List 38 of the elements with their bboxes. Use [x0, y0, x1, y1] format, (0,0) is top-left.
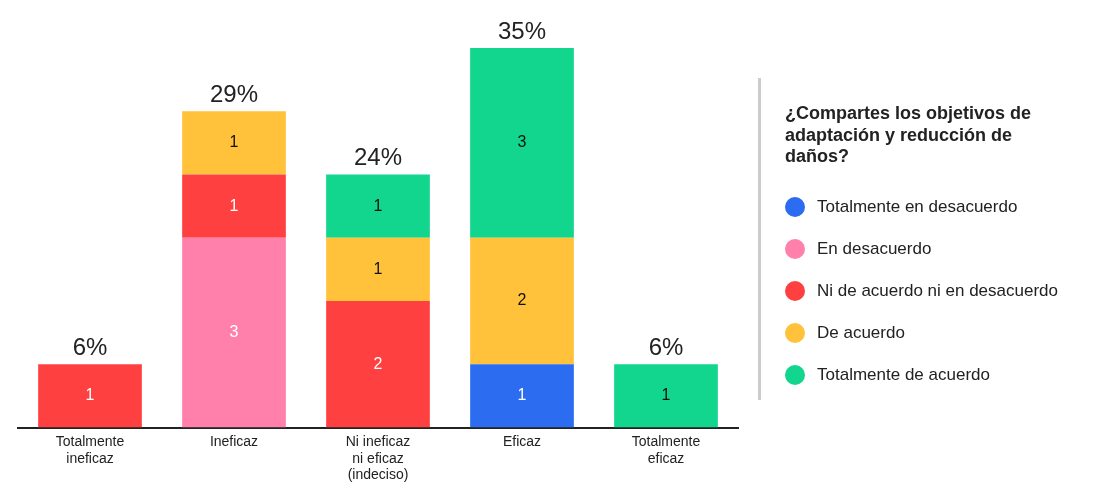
data-label: 1: [517, 386, 527, 404]
x-tick-label: Eficaz: [502, 432, 542, 449]
data-label: 1: [229, 133, 239, 151]
bar: [326, 301, 430, 428]
data-label: 1: [85, 386, 95, 404]
bar: [470, 364, 574, 428]
bar: [470, 237, 574, 365]
legend-label: Ni de acuerdo ni en desacuerdo: [817, 280, 1058, 301]
legend-label: Totalmente de acuerdo: [817, 364, 990, 385]
annotation: 29%: [209, 79, 259, 107]
x-tick-label: Totalmente eficaz: [631, 432, 701, 466]
bar: [614, 364, 718, 428]
x-tick-label: Totalmente ineficaz: [55, 432, 125, 466]
data-label: 1: [229, 196, 239, 214]
bar: [470, 48, 574, 238]
data-label: 3: [229, 323, 239, 341]
annotation: 24%: [353, 143, 403, 171]
bar: [38, 364, 142, 428]
data-label: 1: [661, 386, 671, 404]
legend-label: En desacuerdo: [817, 238, 932, 259]
data-label: 1: [373, 259, 383, 277]
bar: [182, 237, 286, 428]
bar: [182, 111, 286, 175]
x-tick-label: Ineficaz: [209, 432, 259, 449]
legend-label: De acuerdo: [817, 322, 905, 343]
data-label: 3: [517, 133, 527, 151]
bar: [326, 237, 430, 302]
bar: [182, 174, 286, 238]
x-tick-label: Ni ineficaz ni eficaz (indeciso): [345, 432, 411, 483]
data-label: 2: [517, 291, 527, 309]
data-label: 1: [373, 196, 383, 214]
annotation: 6%: [648, 332, 684, 360]
data-label: 2: [373, 354, 383, 372]
legend-title: ¿Compartes los objetivos de adaptación y reducción de daños?: [785, 103, 1033, 168]
legend-label: Totalmente en desacuerdo: [817, 196, 1018, 217]
bar: [326, 174, 430, 238]
annotation: 6%: [72, 332, 108, 360]
annotation: 35%: [497, 16, 547, 44]
